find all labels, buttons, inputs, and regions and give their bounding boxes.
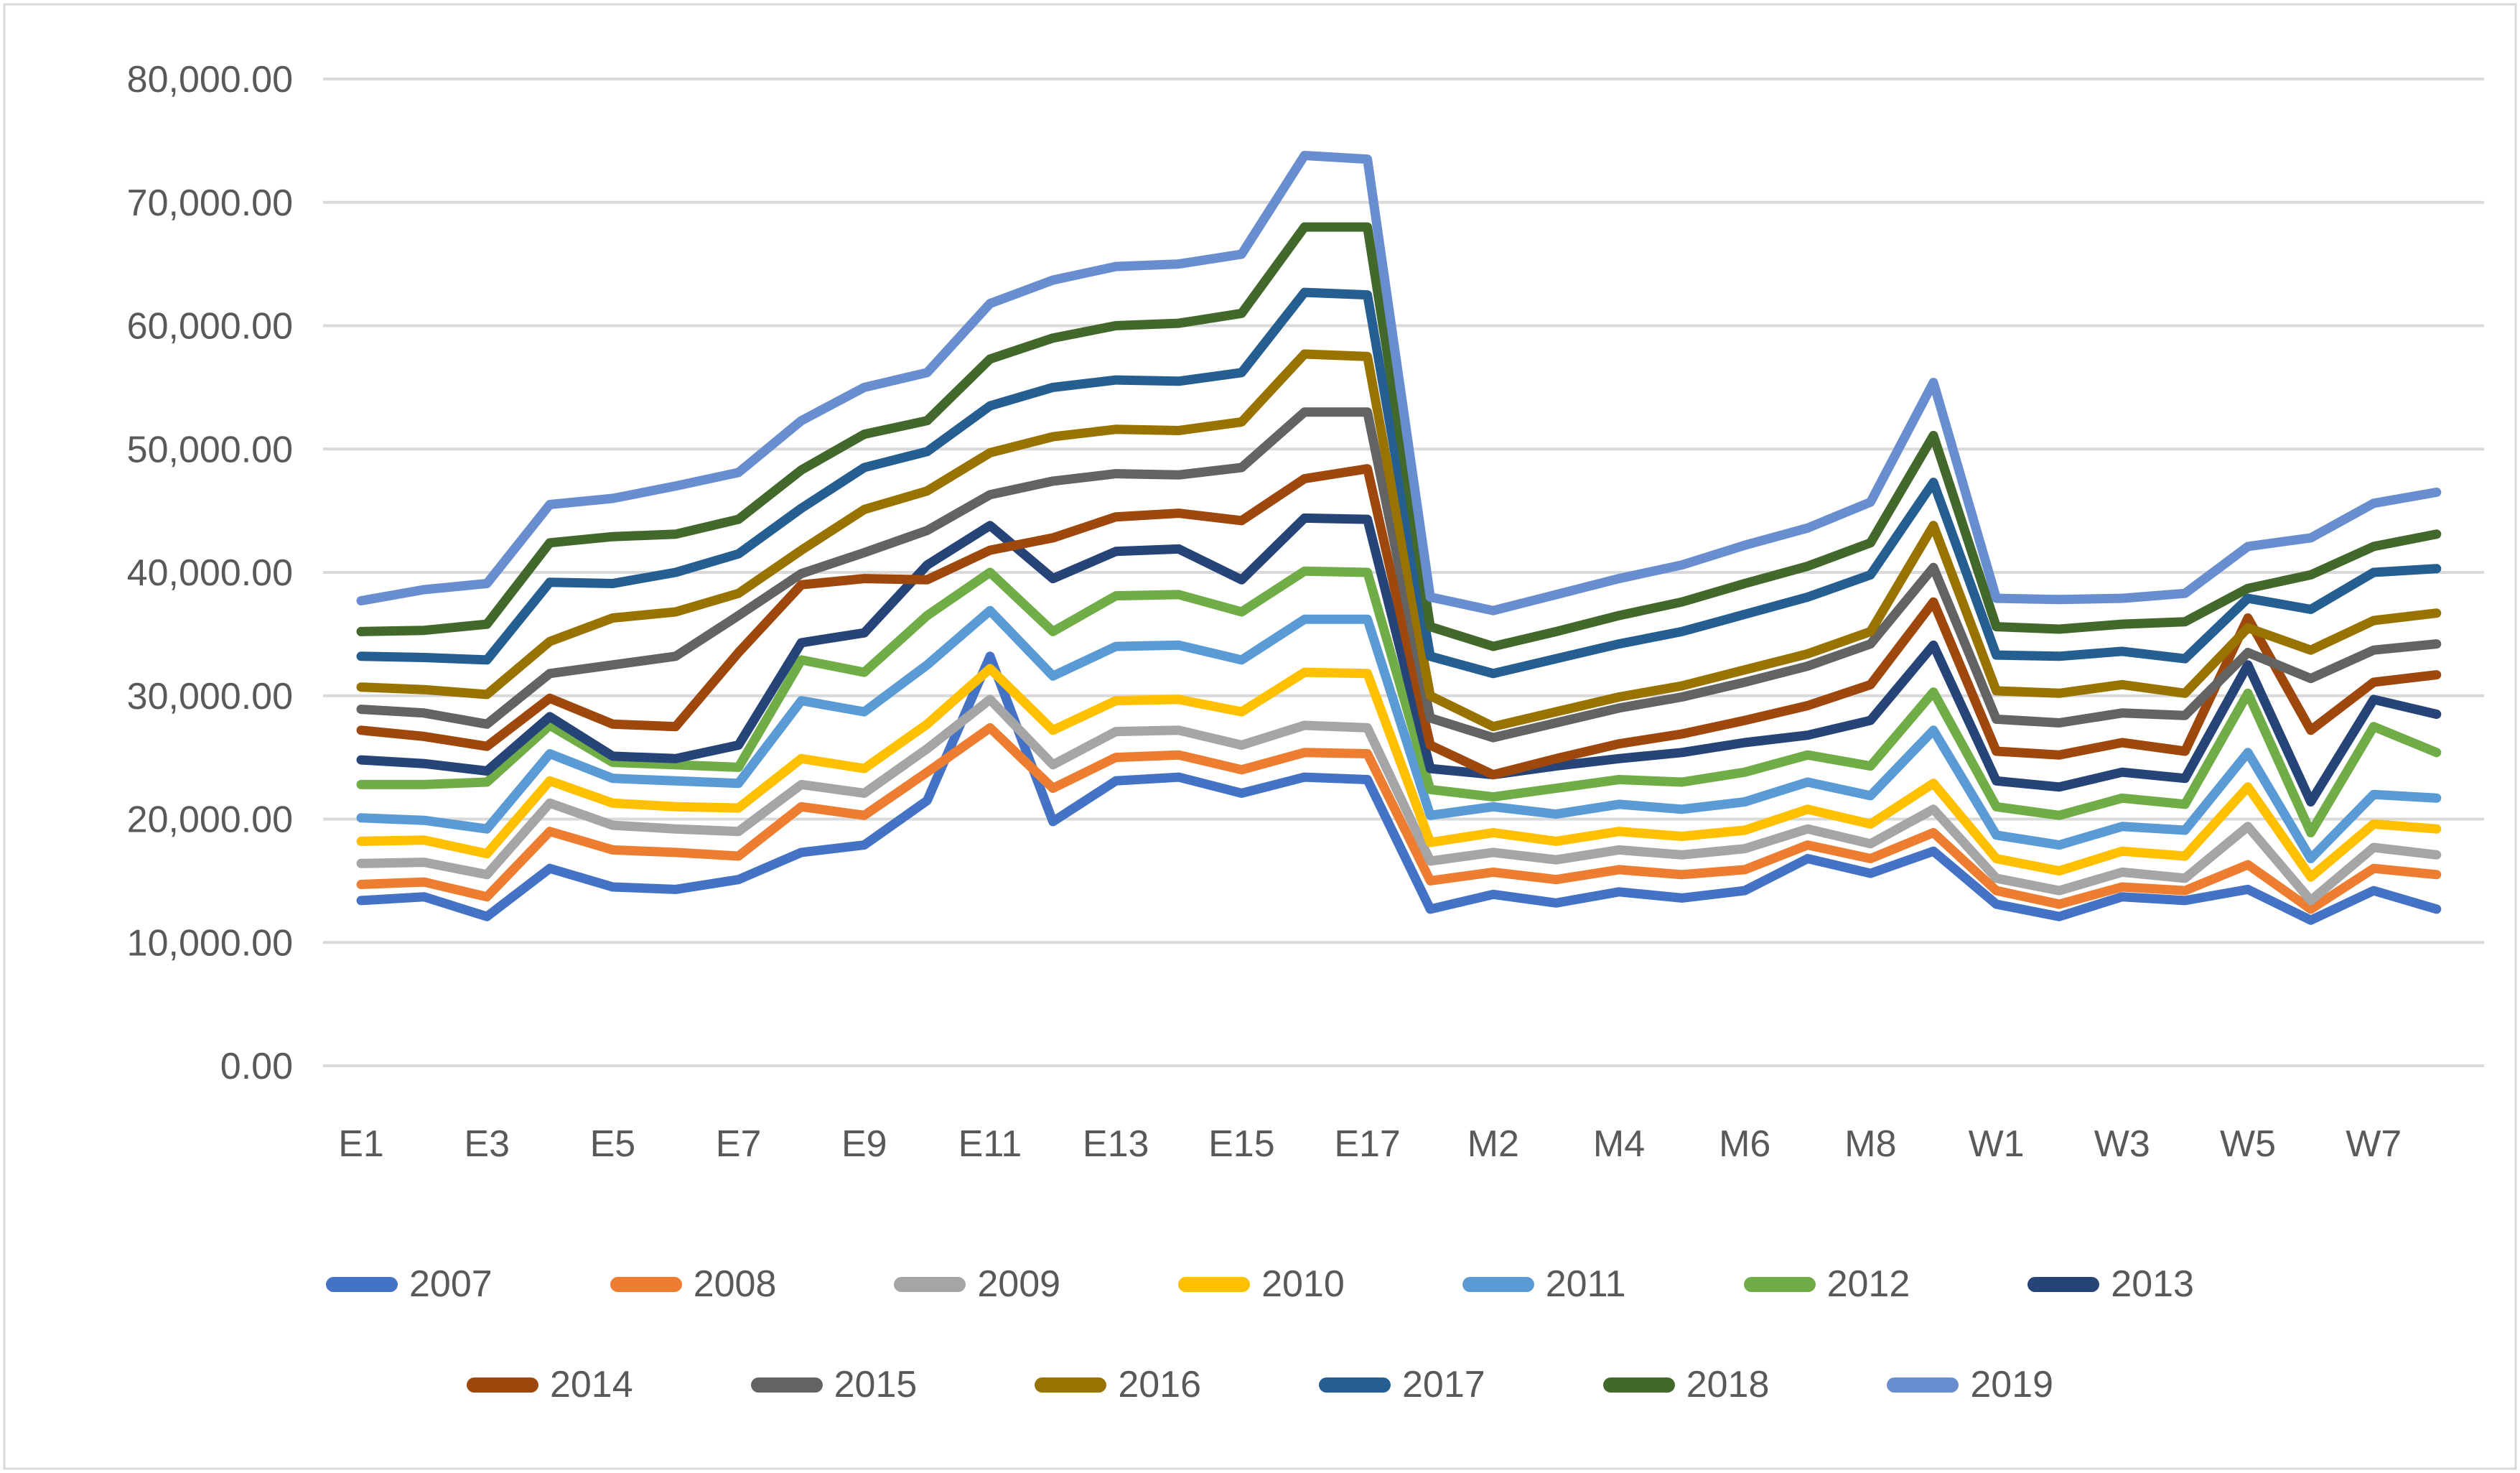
x-axis-label-E11: E11 (958, 1123, 1022, 1165)
x-axis-label-M8: M8 (1844, 1123, 1896, 1165)
legend-item-2007: 2007 (326, 1263, 493, 1306)
y-axis-label: 70,000.00 (127, 182, 293, 224)
series-line-2019 (356, 151, 2442, 615)
legend-swatch-2016 (1035, 1377, 1107, 1393)
legend-label: 2015 (834, 1364, 918, 1405)
legend-swatch-2011 (1462, 1276, 1534, 1292)
y-axis-label: 80,000.00 (127, 59, 293, 101)
legend-item-2016: 2016 (1035, 1363, 1201, 1406)
x-axis-label-W7: W7 (2346, 1123, 2402, 1165)
legend-swatch-2014 (466, 1377, 538, 1393)
series-line-2016 (356, 349, 2442, 732)
x-axis-label-M4: M4 (1593, 1123, 1645, 1165)
x-axis-label-M6: M6 (1719, 1123, 1770, 1165)
x-axis-label-E3: E3 (464, 1123, 510, 1165)
legend-item-2019: 2019 (1887, 1363, 2053, 1406)
legend-label: 2014 (549, 1364, 633, 1405)
series-line-2013 (356, 513, 2442, 807)
legend-item-2012: 2012 (1743, 1263, 1910, 1306)
series-line-2018 (356, 222, 2442, 651)
x-axis-label-E7: E7 (716, 1123, 762, 1165)
legend-swatch-2008 (610, 1276, 682, 1292)
legend-item-2014: 2014 (466, 1363, 633, 1406)
legend-swatch-2017 (1319, 1377, 1391, 1393)
legend-row-1: 2007 2008 2009 2010 2011 2012 2013 (0, 1261, 2520, 1307)
legend-item-2011: 2011 (1462, 1263, 1626, 1306)
legend-label: 2019 (1970, 1364, 2054, 1405)
legend-label: 2010 (1261, 1263, 1345, 1305)
x-axis-label-E9: E9 (841, 1123, 887, 1165)
legend-row-2: 2014 2015 2016 2017 2018 2019 (0, 1362, 2520, 1408)
legend-swatch-2018 (1602, 1377, 1675, 1393)
y-axis-label: 10,000.00 (127, 922, 293, 964)
legend-label: 2016 (1118, 1364, 1201, 1405)
legend-label: 2008 (693, 1263, 777, 1305)
legend-item-2013: 2013 (2027, 1263, 2194, 1306)
y-axis-label: 30,000.00 (127, 676, 293, 717)
legend-label: 2012 (1826, 1263, 1910, 1305)
series-line-2011 (356, 605, 2442, 863)
legend-label: 2013 (2111, 1263, 2194, 1305)
x-axis-label-E5: E5 (590, 1123, 636, 1165)
series-line-2010 (356, 664, 2442, 882)
x-axis-label-E13: E13 (1083, 1123, 1149, 1165)
legend-swatch-2010 (1178, 1276, 1251, 1292)
x-axis-label-E1: E1 (338, 1123, 384, 1165)
legend-label: 2007 (409, 1263, 493, 1305)
x-axis-label-W3: W3 (2094, 1123, 2150, 1165)
legend-label: 2018 (1686, 1364, 1770, 1405)
legend-swatch-2019 (1887, 1377, 1959, 1393)
legend-swatch-2009 (894, 1276, 966, 1292)
series-line-2015 (356, 407, 2442, 743)
x-axis-label-E17: E17 (1334, 1123, 1401, 1165)
legend-item-2018: 2018 (1602, 1363, 1770, 1406)
legend-label: 2009 (977, 1263, 1061, 1305)
series-line-2008 (356, 722, 2442, 914)
legend-item-2010: 2010 (1178, 1263, 1345, 1306)
x-axis-label-W5: W5 (2220, 1123, 2276, 1165)
legend-item-2017: 2017 (1319, 1363, 1485, 1406)
legend-item-2008: 2008 (610, 1263, 777, 1306)
y-axis-label: 40,000.00 (127, 552, 293, 594)
legend-swatch-2012 (1743, 1276, 1816, 1292)
y-axis-label: 0.00 (220, 1046, 293, 1087)
series-line-2007 (356, 651, 2442, 925)
legend-item-2009: 2009 (894, 1263, 1060, 1306)
series-line-2012 (356, 566, 2442, 837)
legend-swatch-2015 (750, 1377, 823, 1393)
legend-item-2015: 2015 (750, 1363, 918, 1406)
legend-label: 2011 (1545, 1263, 1626, 1305)
y-axis-label: 50,000.00 (127, 429, 293, 470)
x-axis-label-E15: E15 (1208, 1123, 1275, 1165)
legend-swatch-2013 (2027, 1276, 2100, 1292)
series-line-2017 (356, 287, 2442, 679)
legend-swatch-2007 (326, 1276, 398, 1292)
series-line-2014 (356, 464, 2442, 780)
x-axis-label-M2: M2 (1467, 1123, 1519, 1165)
y-axis-label: 60,000.00 (127, 306, 293, 348)
legend-label: 2017 (1402, 1364, 1485, 1405)
y-axis-label: 20,000.00 (127, 799, 293, 841)
chart-border (3, 3, 2517, 1470)
x-axis-label-W1: W1 (1969, 1123, 2025, 1165)
series-line-2009 (356, 694, 2442, 906)
